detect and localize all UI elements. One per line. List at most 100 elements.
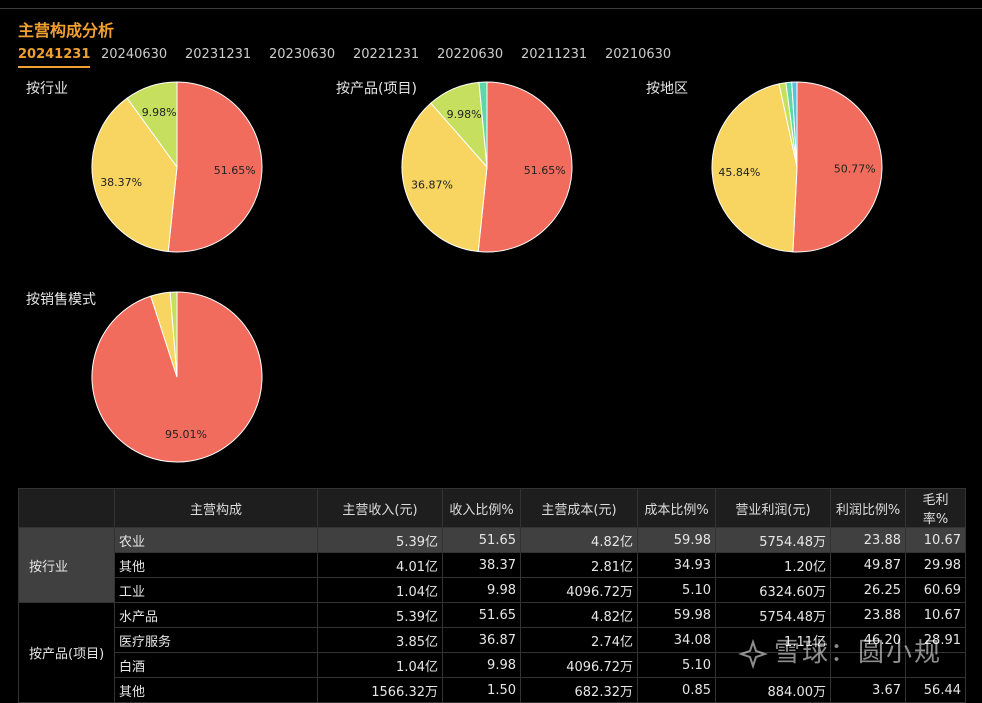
table-cell: 9.98 <box>442 652 521 678</box>
pie-slice[interactable] <box>126 81 178 169</box>
table-cell: 4.01亿 <box>317 552 443 578</box>
table-row: 其他 1566.32万 1.50 682.32万 0.85 884.00万 3.67 56.4… <box>19 677 966 703</box>
table-cell: 4096.72万 <box>520 577 638 603</box>
pie-slice[interactable] <box>792 81 883 253</box>
table-cell: 5.10 <box>637 652 716 678</box>
table-cell: 1.50 <box>442 677 521 703</box>
table-cell: 51.65 <box>442 527 521 553</box>
group-cell: 按产品(项目) <box>18 602 115 703</box>
table-cell: 4.82亿 <box>520 602 638 628</box>
table-cell: 2.81亿 <box>520 552 638 578</box>
table-cell: 51.65 <box>442 602 521 628</box>
table-cell: 26.25 <box>830 577 906 603</box>
table-cell: 10.67 <box>905 527 966 553</box>
table-row: 医疗服务 3.85亿 36.87 2.74亿 34.08 1.11亿 46.20 28.91 <box>19 627 966 653</box>
table-cell: 10.67 <box>905 602 966 628</box>
table-row: 按产品(项目) 水产品 5.39亿 51.65 4.82亿 59.98 5754.48万 23… <box>18 602 966 703</box>
pie-slice[interactable] <box>477 81 573 253</box>
pie-slice-label: 50.77% <box>834 162 876 175</box>
table-row: 白酒 1.04亿 9.98 4096.72万 5.10 <box>19 652 966 678</box>
table-cell: 36.87 <box>442 627 521 653</box>
pie-slice-label: 45.84% <box>718 166 760 179</box>
chart-title: 按销售模式 <box>26 292 96 308</box>
table-cell: 1566.32万 <box>317 677 443 703</box>
tab-20240630[interactable]: 20240630 <box>101 47 168 62</box>
column-header: 收入比例% <box>442 488 521 528</box>
table-cell <box>905 652 966 678</box>
tab-20211231[interactable]: 20211231 <box>521 47 588 62</box>
table-cell: 5754.48万 <box>715 602 831 628</box>
table-cell: 28.91 <box>905 627 966 653</box>
table-cell: 49.87 <box>830 552 906 578</box>
pie-slice[interactable] <box>401 102 488 253</box>
column-header: 主营成本(元) <box>520 488 638 528</box>
table-cell: 2.74亿 <box>520 627 638 653</box>
table-cell: 34.08 <box>637 627 716 653</box>
pie-chart: 51.65% 38.37% 9.98% <box>91 81 263 253</box>
tab-20230630[interactable]: 20230630 <box>269 47 336 62</box>
pie-slice[interactable] <box>91 97 178 253</box>
table-cell: 1.04亿 <box>317 577 443 603</box>
table-row: 其他 4.01亿 38.37 2.81亿 34.93 1.20亿 49.87 29.98 <box>19 552 966 578</box>
watermark-text: 雪球：圆小规 <box>774 638 943 668</box>
column-header: 主营构成 <box>114 488 318 528</box>
chart-title: 按地区 <box>646 81 688 97</box>
table-cell: 5.39亿 <box>317 602 443 628</box>
pie-slice-label: 51.65% <box>214 164 256 177</box>
table-cell: 4096.72万 <box>520 652 638 678</box>
table-cell: 3.85亿 <box>317 627 443 653</box>
table-cell: 4.82亿 <box>520 527 638 553</box>
pie-slice-label: 9.98% <box>447 108 482 121</box>
tab-20241231[interactable]: 20241231 <box>18 47 91 68</box>
pie-chart: 50.77% 45.84% <box>711 81 883 253</box>
table-cell: 682.32万 <box>520 677 638 703</box>
snowball-logo-icon <box>738 638 768 669</box>
table-cell: 3.67 <box>830 677 906 703</box>
top-divider <box>0 8 982 9</box>
pie-slice[interactable] <box>169 291 178 378</box>
tab-20221231[interactable]: 20221231 <box>353 47 420 62</box>
tab-20220630[interactable]: 20220630 <box>437 47 504 62</box>
chart-title: 按产品(项目) <box>336 81 417 97</box>
table-cell <box>715 652 831 678</box>
pie-slice[interactable] <box>711 83 798 253</box>
table-row: 工业 1.04亿 9.98 4096.72万 5.10 6324.60万 26.25 60.6… <box>19 577 966 603</box>
table-cell: 884.00万 <box>715 677 831 703</box>
pie-slice-label: 38.37% <box>100 176 142 189</box>
table-header-row: 主营构成 主营收入(元) 收入比例% 主营成本(元) 成本比例% 营业利润(元) 利润比例%… <box>18 488 966 528</box>
table-cell: 医疗服务 <box>114 627 318 653</box>
table-row: 按行业 农业 5.39亿 51.65 4.82亿 59.98 5754.48万 23.88 10… <box>18 527 966 603</box>
table-cell: 水产品 <box>114 602 318 628</box>
table-cell: 9.98 <box>442 577 521 603</box>
table-cell: 5754.48万 <box>715 527 831 553</box>
table-cell: 56.44 <box>905 677 966 703</box>
tab-20210630[interactable]: 20210630 <box>605 47 672 62</box>
pie-slice-label: 51.65% <box>524 164 566 177</box>
table-cell: 38.37 <box>442 552 521 578</box>
table-cell: 5.39亿 <box>317 527 443 553</box>
composition-table: 主营构成 主营收入(元) 收入比例% 主营成本(元) 成本比例% 营业利润(元) 利润比例%… <box>18 488 966 703</box>
pie-slice[interactable] <box>791 81 798 168</box>
pie-slice[interactable] <box>478 81 488 168</box>
table-cell: 农业 <box>114 527 318 553</box>
column-header: 毛利率% <box>905 488 966 528</box>
table-cell: 1.11亿 <box>715 627 831 653</box>
tab-20231231[interactable]: 20231231 <box>185 47 252 62</box>
chart-title: 按行业 <box>26 81 68 97</box>
table-cell: 其他 <box>114 677 318 703</box>
pie-chart: 51.65% 36.87% 9.98% <box>401 81 573 253</box>
table-cell: 60.69 <box>905 577 966 603</box>
table-cell: 工业 <box>114 577 318 603</box>
table-cell: 59.98 <box>637 602 716 628</box>
column-header: 成本比例% <box>637 488 716 528</box>
column-header: 营业利润(元) <box>715 488 831 528</box>
table-cell: 23.88 <box>830 602 906 628</box>
table-cell: 23.88 <box>830 527 906 553</box>
pie-slice-label: 95.01% <box>165 428 207 441</box>
table-cell: 其他 <box>114 552 318 578</box>
table-cell: 1.20亿 <box>715 552 831 578</box>
table-cell: 1.04亿 <box>317 652 443 678</box>
pie-slice[interactable] <box>167 81 263 253</box>
column-header <box>18 488 115 528</box>
column-header: 主营收入(元) <box>317 488 443 528</box>
